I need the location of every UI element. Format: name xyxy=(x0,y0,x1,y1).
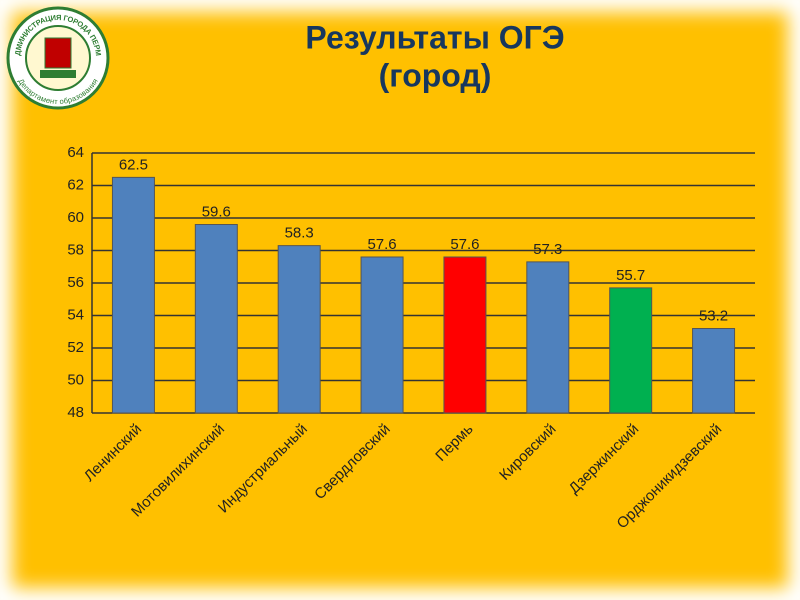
y-tick-label: 62 xyxy=(67,176,84,193)
bar xyxy=(360,256,404,414)
logo: АДМИНИСТРАЦИЯ ГОРОДА ПЕРМИ Департамент о… xyxy=(0,0,110,110)
y-tick-label: 52 xyxy=(67,339,84,356)
x-tick-label: Свердловский xyxy=(311,421,393,503)
y-tick-label: 50 xyxy=(67,371,84,388)
value-label: 57.3 xyxy=(533,241,562,258)
value-label: 58.3 xyxy=(285,225,314,242)
chart-title: Результаты ОГЭ xyxy=(305,19,564,55)
value-label: 57.6 xyxy=(450,236,479,253)
bar xyxy=(526,261,570,414)
bar xyxy=(443,256,487,414)
bar xyxy=(692,328,736,414)
x-tick-label: Дзержинский xyxy=(566,421,643,498)
bar xyxy=(111,176,155,414)
x-tick-label: Кировский xyxy=(496,421,559,484)
bar xyxy=(194,224,238,414)
x-tick-label: Индустриальный xyxy=(215,421,311,517)
value-label: 57.6 xyxy=(367,236,396,253)
x-tick-label: Ленинский xyxy=(81,421,145,485)
y-tick-label: 54 xyxy=(67,306,84,323)
value-label: 55.7 xyxy=(616,267,645,284)
value-label: 59.6 xyxy=(202,203,231,220)
bar xyxy=(277,245,321,414)
y-tick-label: 60 xyxy=(67,209,84,226)
value-label: 53.2 xyxy=(699,307,728,324)
y-tick-label: 58 xyxy=(67,241,84,258)
bar xyxy=(609,287,653,414)
y-tick-label: 48 xyxy=(67,404,84,421)
x-tick-label: Пермь xyxy=(432,420,476,464)
chart-subtitle: (город) xyxy=(379,57,492,93)
y-tick-label: 64 xyxy=(67,144,84,161)
value-label: 62.5 xyxy=(119,156,148,173)
y-tick-label: 56 xyxy=(67,274,84,291)
x-tick-label: Мотовилихинский xyxy=(128,421,228,521)
